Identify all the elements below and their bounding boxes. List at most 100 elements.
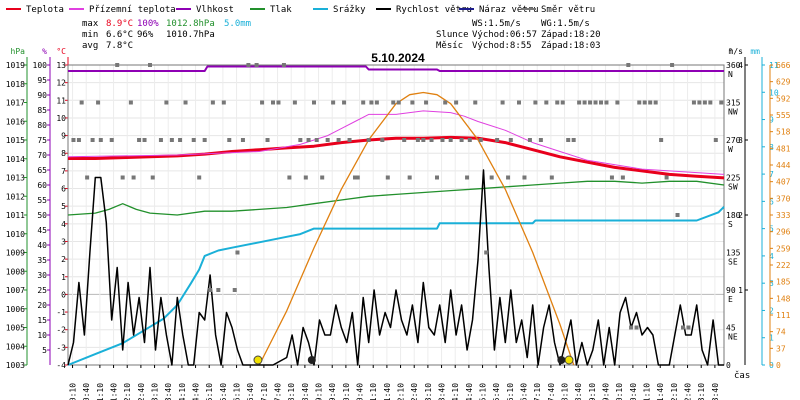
- temperature-axis-tick-label: 8: [61, 149, 66, 158]
- moon-label: Měsíc: [436, 41, 463, 51]
- wind-direction-point: [440, 138, 445, 142]
- moonrise-time: Východ:8:55: [472, 41, 532, 51]
- x-tick-label: 10:10: [342, 383, 351, 400]
- wind-direction-point: [320, 175, 325, 180]
- wind-direction-tick-label: 135: [726, 249, 741, 258]
- x-tick-label: 21:40: [656, 383, 665, 400]
- wind-gust-readout: WG:1.5m/s: [541, 19, 590, 29]
- wind-speed-tick-label: 1: [738, 286, 743, 295]
- x-tick-label: 05:10: [205, 383, 214, 400]
- wind-direction-point: [424, 100, 429, 105]
- x-tick-label: 12:40: [410, 383, 419, 400]
- x-tick-label: 19:10: [588, 383, 597, 400]
- wind-direction-point: [142, 138, 147, 142]
- x-tick-label: 07:40: [274, 383, 283, 400]
- wind-direction-point: [109, 138, 114, 142]
- x-tick-label: 00:40: [82, 383, 91, 400]
- wind-direction-point: [120, 175, 125, 180]
- wind-direction-point: [443, 100, 448, 105]
- temperature-axis-tick-label: 13: [56, 61, 66, 70]
- stat-max-press: 1012.8hPa: [166, 19, 215, 29]
- wind-direction-point: [131, 175, 136, 180]
- wind-direction-point: [609, 175, 614, 180]
- legend: Teplota Přízemní teplota Vlhkost Tlak Srážky…: [6, 5, 595, 15]
- sunset-marker: [564, 355, 574, 365]
- wind-direction-point: [675, 213, 680, 217]
- wind-direction-point: [325, 138, 330, 142]
- wind-sun-moon-panel: WS:1.5m/s WG:1.5m/s Slunce Východ:06:57 …: [436, 19, 601, 51]
- wind-direction-tick-name: SW: [728, 183, 738, 192]
- x-tick-label: 11:40: [383, 383, 392, 400]
- rain-axis-label: mm: [750, 47, 760, 56]
- wind-direction-point: [260, 100, 265, 105]
- x-axis: 00:10 00:40 01:10 01:40 02:10 02:40 03:10 03:40…: [69, 365, 720, 400]
- wind-direction-point: [588, 100, 593, 105]
- wind-direction-point: [281, 63, 286, 67]
- wind-direction-point: [691, 100, 696, 105]
- humidity-axis-label: %: [42, 47, 47, 56]
- grid: [67, 64, 725, 366]
- humidity-axis-tick-label: 70: [37, 151, 47, 160]
- chart-title: 5.10.2024: [371, 51, 425, 65]
- pressure-axis-tick-label: 1018: [6, 80, 25, 89]
- temperature-axis-tick-label: 3: [61, 237, 66, 246]
- x-tick-label: 07:10: [260, 383, 269, 400]
- x-tick-label: 09:10: [315, 383, 324, 400]
- wind-direction-point: [210, 100, 215, 105]
- legend-label: Srážky: [333, 5, 366, 15]
- wind-direction-point: [629, 325, 634, 330]
- x-tick-label: 22:40: [684, 383, 693, 400]
- wind-direction-point: [208, 288, 213, 292]
- humidity-axis-tick-label: 5: [42, 346, 47, 355]
- wind-direction-point: [473, 100, 478, 105]
- humidity-axis-tick-label: 15: [37, 316, 47, 325]
- series-vlhkost: [68, 65, 724, 72]
- wind-direction-point: [538, 138, 543, 142]
- x-tick-label: 14:40: [465, 383, 474, 400]
- legend-label: Vlhkost: [196, 5, 234, 15]
- wind-direction-point: [385, 175, 390, 180]
- solar-tick-label: 0: [776, 361, 781, 370]
- x-tick-label: 03:40: [164, 383, 173, 400]
- temperature-axis-tick-label: 11: [56, 96, 66, 105]
- moonrise-marker: [307, 356, 316, 364]
- wind-direction-point: [599, 100, 603, 105]
- x-axis-label: čas: [734, 370, 750, 381]
- wind-direction-point: [254, 63, 259, 67]
- wind-direction-point: [298, 138, 303, 142]
- wind-direction-point: [495, 138, 500, 142]
- wind-direction-point: [527, 138, 532, 142]
- wind-direction-tick-name: E: [728, 295, 733, 304]
- wind-direction-point: [478, 138, 483, 142]
- series-přízemní-teplota: [67, 110, 725, 175]
- rain-tick-label: 2: [769, 306, 774, 315]
- wind-direction-point: [347, 138, 352, 142]
- x-tick-label: 17:40: [547, 383, 556, 400]
- pressure-axis-tick-label: 1003: [6, 361, 25, 370]
- humidity-axis-tick-label: 40: [37, 241, 47, 250]
- wind-direction-point: [216, 288, 221, 292]
- pressure-axis-tick-label: 1013: [6, 174, 25, 183]
- temperature-axis-tick-label: 0: [61, 290, 66, 299]
- humidity-axis-tick-label: 20: [37, 301, 47, 310]
- solar-tick-label: 518: [776, 128, 791, 137]
- wind-direction-point: [484, 250, 489, 255]
- x-tick-label: 08:10: [287, 383, 296, 400]
- wind-direction-point: [571, 138, 576, 142]
- wind-direction-point: [164, 100, 169, 105]
- wind-direction-point: [465, 175, 470, 180]
- x-tick-label: 08:40: [301, 383, 310, 400]
- solar-tick-label: 370: [776, 194, 791, 203]
- wind-direction-point: [517, 100, 521, 105]
- wind-direction-tick-name: N: [728, 70, 733, 79]
- wind-direction-point: [533, 100, 538, 105]
- x-tick-label: 11:10: [369, 383, 378, 400]
- wind-direction-tick-label: 225: [726, 174, 741, 183]
- rain-tick-label: 1: [769, 334, 774, 343]
- temperature-axis-tick-label: 1: [61, 273, 66, 282]
- wind-direction-point: [467, 138, 472, 142]
- moonset-marker: [557, 356, 566, 364]
- wind-direction-point: [648, 100, 653, 105]
- wind-direction-point: [391, 100, 396, 105]
- x-tick-label: 02:10: [123, 383, 132, 400]
